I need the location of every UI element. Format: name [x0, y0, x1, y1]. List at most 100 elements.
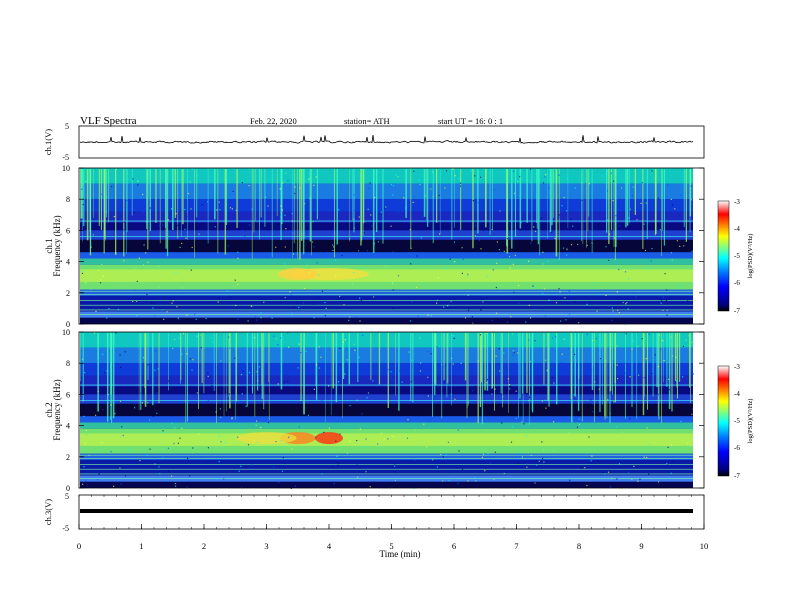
spectrum-speckle — [253, 439, 255, 442]
spectrum-speckle — [300, 352, 302, 354]
spectrum-speckle — [279, 188, 281, 190]
spectrum-speckle — [207, 201, 209, 203]
spectrum-speckle — [248, 372, 251, 374]
spectrum-speckle — [313, 388, 315, 390]
spectrum-speckle — [451, 334, 453, 337]
spectrum-speckle — [616, 478, 618, 480]
spectrum-speckle — [476, 476, 478, 479]
spectrum-speckle — [513, 291, 515, 293]
spectrum-speckle — [346, 359, 348, 361]
spectrum-speckle — [551, 231, 553, 233]
spectrum-speckle — [353, 271, 355, 274]
spectrum-speckle — [526, 463, 528, 465]
spectrum-speckle — [611, 319, 613, 321]
spectrum-speckle — [186, 314, 188, 316]
spectrum-speckle — [234, 279, 236, 281]
x-axis-label: Time (min) — [380, 549, 421, 559]
spectrum-speckle — [98, 473, 100, 475]
spectrum-band — [80, 416, 693, 423]
spectrum-speckle — [339, 295, 341, 297]
spectrum-speckle — [471, 316, 473, 318]
y-tick-label: 6 — [66, 390, 70, 399]
spectrum-speckle — [354, 349, 356, 351]
cb2-tick-6: -6 — [734, 444, 740, 452]
y-tick-label: 4 — [66, 258, 70, 267]
spectrum-speckle — [90, 246, 92, 248]
spectrum-speckle — [591, 455, 593, 457]
spectrum-speckle — [470, 170, 472, 172]
spectrum-speckle — [577, 243, 579, 245]
spectrum-speckle — [313, 184, 315, 186]
spectrum-speckle — [242, 370, 244, 372]
spectrum-speckle — [198, 233, 200, 235]
spectrum-band — [80, 222, 693, 231]
spectrum-speckle — [537, 395, 539, 397]
spectrum-speckle — [427, 351, 429, 353]
spectrum-speckle — [316, 262, 318, 264]
spectrum-speckle — [363, 267, 365, 269]
spectrum-speckle — [148, 410, 150, 413]
x-tick-label: 5 — [389, 541, 393, 551]
spectrum-speckle — [410, 247, 412, 249]
spectrum-speckle — [533, 226, 535, 228]
spectrum-speckle — [530, 317, 532, 319]
cb1-tick-6: -6 — [734, 279, 740, 287]
spectrum-speckle — [467, 401, 469, 403]
spectrum-speckle — [632, 195, 634, 197]
spectrum-speckle — [212, 341, 214, 343]
spectrum-speckle — [302, 302, 305, 304]
spectrum-speckle — [685, 185, 687, 187]
spectrum-speckle — [552, 421, 555, 423]
spectrum-speckle — [218, 435, 220, 437]
spectrum-speckle — [211, 385, 213, 387]
spectrum-speckle — [446, 305, 449, 307]
spectrum-speckle — [685, 339, 687, 341]
spectrum-speckle — [536, 464, 538, 466]
spectrum-speckle — [136, 280, 138, 282]
spectrum-speckle — [679, 202, 681, 205]
spectrum-speckle — [475, 480, 477, 482]
spectrum-speckle — [159, 225, 161, 227]
ch3-waveform-series — [80, 509, 693, 513]
spectrum-speckle — [444, 366, 446, 368]
spectrum-speckle — [543, 461, 545, 463]
spectrum-speckle — [284, 214, 286, 216]
spectrum-speckle — [153, 302, 155, 304]
spectrum-speckle — [215, 411, 217, 413]
spectrum-speckle — [231, 418, 233, 420]
spectrum-band — [80, 363, 693, 376]
spectrum-speckle — [315, 364, 318, 366]
spectrum-speckle — [397, 176, 399, 178]
ch1-ytick-bottom: -5 — [62, 153, 69, 162]
spectrum-speckle — [441, 363, 443, 366]
spectrum-speckle — [512, 350, 514, 352]
spectrum-speckle — [97, 269, 99, 271]
spectrum-speckle — [666, 314, 668, 316]
spectrum-speckle — [568, 313, 571, 315]
ch1-spectrogram-ylabel-ch: ch.1 — [44, 238, 54, 253]
spectrum-speckle — [668, 378, 670, 380]
spectrum-speckle — [177, 224, 179, 227]
spectrum-speckle — [512, 354, 514, 356]
spectrum-speckle — [618, 312, 620, 314]
spectrum-speckle — [256, 319, 258, 321]
spectrum-speckle — [548, 299, 550, 301]
spectrum-speckle — [547, 260, 549, 263]
spectrum-speckle — [284, 297, 286, 299]
spectrum-speckle — [403, 197, 405, 199]
spectrum-speckle — [104, 372, 106, 374]
x-tick-label: 9 — [639, 541, 643, 551]
spectrum-speckle — [680, 194, 682, 196]
spectrum-speckle — [102, 409, 104, 411]
spectrum-speckle — [568, 347, 570, 349]
spectrum-band — [80, 230, 693, 240]
spectrum-speckle — [459, 229, 461, 232]
spectrum-speckle — [558, 258, 560, 260]
spectrum-speckle — [83, 415, 85, 417]
spectrum-speckle — [659, 229, 661, 231]
spectrum-speckle — [337, 462, 339, 464]
spectrum-speckle — [171, 302, 173, 304]
spectrum-band — [80, 295, 693, 312]
spectrum-speckle — [161, 309, 163, 311]
spectrum-band — [80, 199, 693, 212]
